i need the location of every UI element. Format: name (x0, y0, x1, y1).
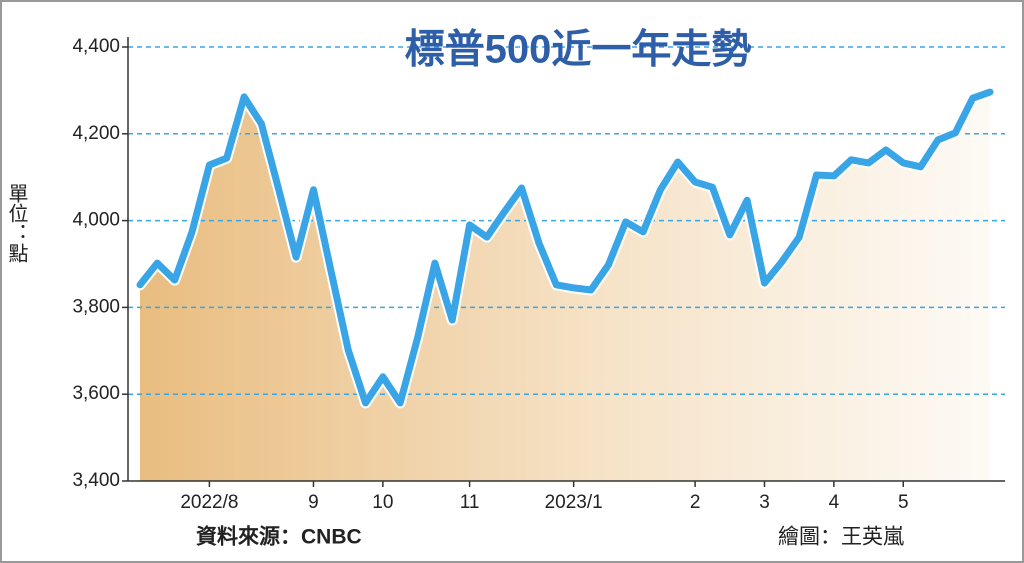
x-tick-label: 2023/1 (545, 492, 603, 513)
x-tick-label: 4 (829, 492, 840, 513)
x-tick-label: 11 (460, 492, 480, 513)
plot: 3,400 3,600 3,800 4,000 4,200 4,400 2022/8 9 10 1… (72, 36, 1005, 513)
y-tick-label: 4,400 (72, 36, 120, 57)
x-tick-label: 10 (372, 492, 393, 513)
y-tick-label: 3,800 (72, 296, 120, 317)
x-tick-label: 2 (690, 492, 701, 513)
credit: 繪圖：王英嵐 (778, 526, 904, 549)
y-tick-label: 4,200 (72, 123, 120, 144)
y-tick-label: 3,600 (72, 383, 120, 404)
line (136, 88, 994, 407)
x-tick-label: 2022/8 (180, 492, 238, 513)
x-tick-label: 9 (308, 492, 319, 513)
y-tick-label: 4,000 (72, 210, 120, 231)
y-tick-label: 3,400 (72, 470, 120, 491)
x-tick-label: 5 (898, 492, 909, 513)
y-axis-label: 單位：點 (5, 183, 28, 263)
source: 資料來源：CNBC (196, 525, 362, 549)
x-tick-label: 3 (759, 492, 770, 513)
chart-title: 標普500近一年走勢 (405, 28, 752, 72)
